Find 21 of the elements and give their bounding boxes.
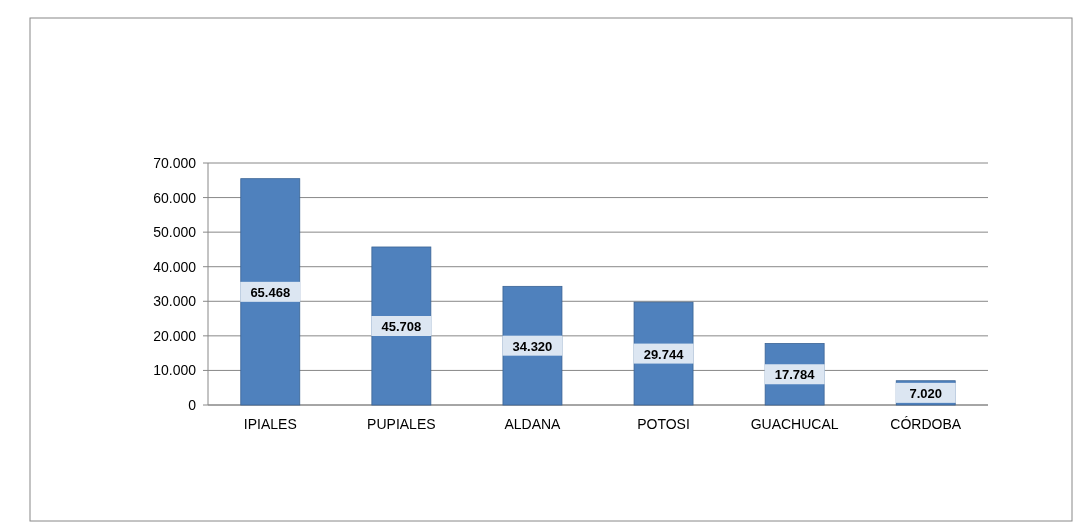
x-tick-label: GUACHUCAL — [750, 416, 839, 432]
y-tick-label: 50.000 — [153, 224, 197, 241]
y-tick-label: 60.000 — [153, 189, 197, 206]
data-label: 29.744 — [643, 346, 685, 362]
data-label: 45.708 — [381, 318, 422, 334]
y-tick-label: 30.000 — [153, 293, 197, 310]
data-label: 34.320 — [512, 338, 553, 354]
x-tick-label: POTOSI — [637, 416, 690, 432]
y-tick-label: 40.000 — [153, 258, 197, 275]
y-tick-label: 10.000 — [153, 362, 197, 379]
data-label: 65.468 — [250, 284, 291, 300]
y-tick-label: 20.000 — [153, 327, 197, 344]
x-tick-label: CÓRDOBA — [890, 416, 962, 432]
bar — [240, 178, 301, 406]
y-tick-label: 0 — [188, 397, 197, 413]
data-label: 17.784 — [774, 367, 816, 383]
y-tick-label: 70.000 — [153, 155, 197, 171]
x-tick-label: IPIALES — [243, 416, 297, 432]
data-label: 7.020 — [909, 385, 942, 401]
x-tick-label: ALDANA — [504, 416, 562, 432]
x-tick-label: PUPIALES — [367, 416, 436, 432]
